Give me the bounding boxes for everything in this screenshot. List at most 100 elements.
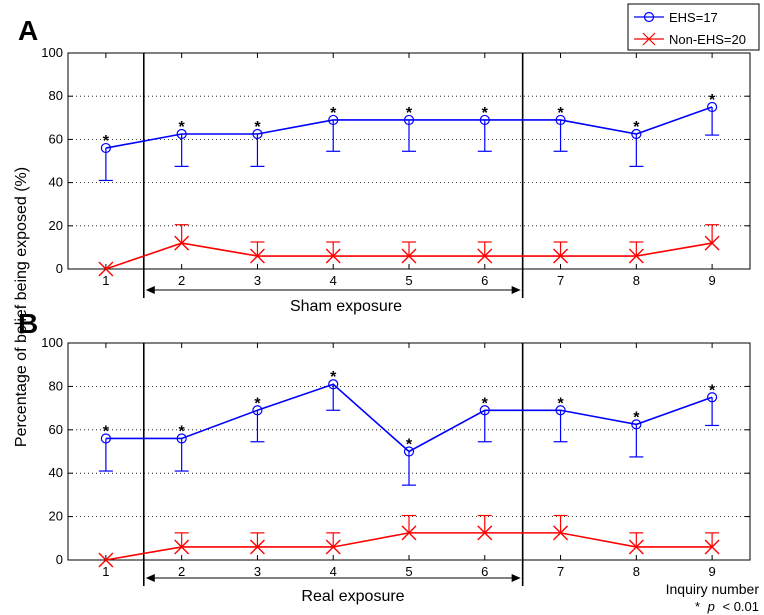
footnote-threshold: < 0.01	[722, 599, 759, 614]
ehs-point	[176, 433, 187, 444]
significance-star: *	[179, 423, 186, 440]
legend-ehs-label: EHS=17	[669, 10, 718, 25]
non-ehs-point	[98, 552, 114, 568]
exposure-arrow-head-left	[145, 574, 155, 582]
legend-non-ehs-marker	[642, 32, 656, 46]
legend: EHS=17 Non-EHS=20	[627, 3, 760, 51]
significance-star: *	[482, 105, 489, 122]
x-tick-label: 3	[254, 564, 261, 579]
y-tick-label: 0	[56, 552, 63, 567]
ehs-point	[252, 405, 263, 416]
significance-star: *	[557, 105, 564, 122]
ehs-point	[176, 128, 187, 140]
non-ehs-point	[628, 539, 644, 555]
legend-box	[627, 3, 760, 51]
x-tick-label: 5	[405, 564, 412, 579]
significance-star: *	[330, 369, 337, 386]
panel-a-region-label: Sham exposure	[290, 298, 402, 315]
ehs-series-line	[105, 383, 713, 453]
non-ehs-point	[401, 248, 417, 264]
ehs-point	[479, 405, 490, 416]
ehs-point	[403, 446, 415, 457]
y-tick-label: 80	[49, 378, 63, 393]
x-axis-label: Inquiry number	[666, 581, 760, 597]
non-ehs-point	[325, 248, 341, 264]
panel-a: A Sham exposure 0 20 40 60 80 100 1 2 3 4 5 6 7 8 9 * * *…	[18, 15, 751, 315]
y-tick-label: 80	[49, 88, 63, 103]
non-ehs-point	[553, 248, 569, 264]
panel-b: B Real exposure 0 20 40 60 80 100 1 2 3 4 5 6 7 8 9 * * *…	[18, 308, 751, 605]
footnote-star: *	[695, 599, 700, 614]
x-tick-label: 5	[405, 273, 412, 288]
significance-star: *	[633, 119, 640, 136]
significance-star: *	[406, 437, 413, 454]
ehs-point	[555, 114, 566, 126]
non-ehs-point	[174, 539, 190, 555]
significance-star: *	[709, 92, 716, 109]
non-ehs-point	[477, 248, 493, 264]
panel-b-letter: B	[18, 308, 38, 339]
significance-star: *	[103, 423, 110, 440]
y-tick-label: 100	[41, 45, 63, 60]
x-tick-label: 2	[178, 564, 185, 579]
ehs-point	[328, 379, 339, 390]
non-ehs-point	[553, 525, 569, 541]
significance-star: *	[709, 382, 716, 399]
exposure-arrow-head-right	[511, 574, 521, 582]
x-tick-label: 8	[633, 564, 640, 579]
non-ehs-point	[249, 539, 265, 555]
y-tick-label: 0	[56, 261, 63, 276]
x-tick-label: 9	[708, 564, 715, 579]
x-tick-label: 9	[708, 273, 715, 288]
significance-star: *	[103, 133, 110, 150]
significance-star: *	[254, 119, 261, 136]
x-tick-label: 4	[330, 564, 337, 579]
x-tick-label: 6	[481, 564, 488, 579]
ehs-point	[100, 433, 111, 444]
ehs-point	[631, 128, 642, 140]
significance-star: *	[557, 395, 564, 412]
y-tick-label: 60	[49, 131, 63, 146]
x-tick-label: 1	[102, 273, 109, 288]
non-ehs-point	[704, 539, 720, 555]
plot-area-frame	[67, 52, 751, 270]
y-tick-label: 100	[41, 335, 63, 350]
non-ehs-point	[249, 248, 265, 264]
exposure-arrow-head-left	[145, 286, 155, 294]
non-ehs-point	[325, 539, 341, 555]
non-ehs-point	[704, 235, 720, 251]
x-tick-label: 8	[633, 273, 640, 288]
y-tick-label: 20	[49, 218, 63, 233]
ehs-point	[707, 101, 718, 113]
significance-star: *	[179, 119, 186, 136]
x-tick-label: 2	[178, 273, 185, 288]
significance-star: *	[633, 409, 640, 426]
panel-b-region-label: Real exposure	[301, 588, 404, 605]
panel-a-letter: A	[18, 15, 38, 46]
ehs-point	[100, 142, 111, 154]
ehs-point	[631, 419, 642, 430]
y-tick-label: 40	[49, 465, 63, 480]
significance-star: *	[330, 105, 337, 122]
x-tick-label: 4	[330, 273, 337, 288]
ehs-point	[403, 114, 415, 126]
y-tick-label: 60	[49, 422, 63, 437]
y-tick-label: 20	[49, 509, 63, 524]
ehs-point	[252, 128, 263, 140]
significance-star: *	[254, 395, 261, 412]
non-ehs-point	[628, 248, 644, 264]
x-tick-label: 1	[102, 564, 109, 579]
legend-non-ehs-label: Non-EHS=20	[669, 32, 746, 47]
exposure-arrow-head-right	[511, 286, 521, 294]
significance-star: *	[406, 105, 413, 122]
ehs-point	[555, 405, 566, 416]
non-ehs-point	[477, 525, 493, 541]
ehs-point	[328, 114, 339, 126]
legend-ehs-marker	[643, 11, 655, 23]
non-ehs-point	[401, 525, 417, 541]
ehs-point	[707, 392, 718, 403]
significance-star: *	[482, 395, 489, 412]
ehs-point	[479, 114, 490, 126]
y-axis-label: Percentage of belief being exposed (%)	[13, 167, 30, 447]
